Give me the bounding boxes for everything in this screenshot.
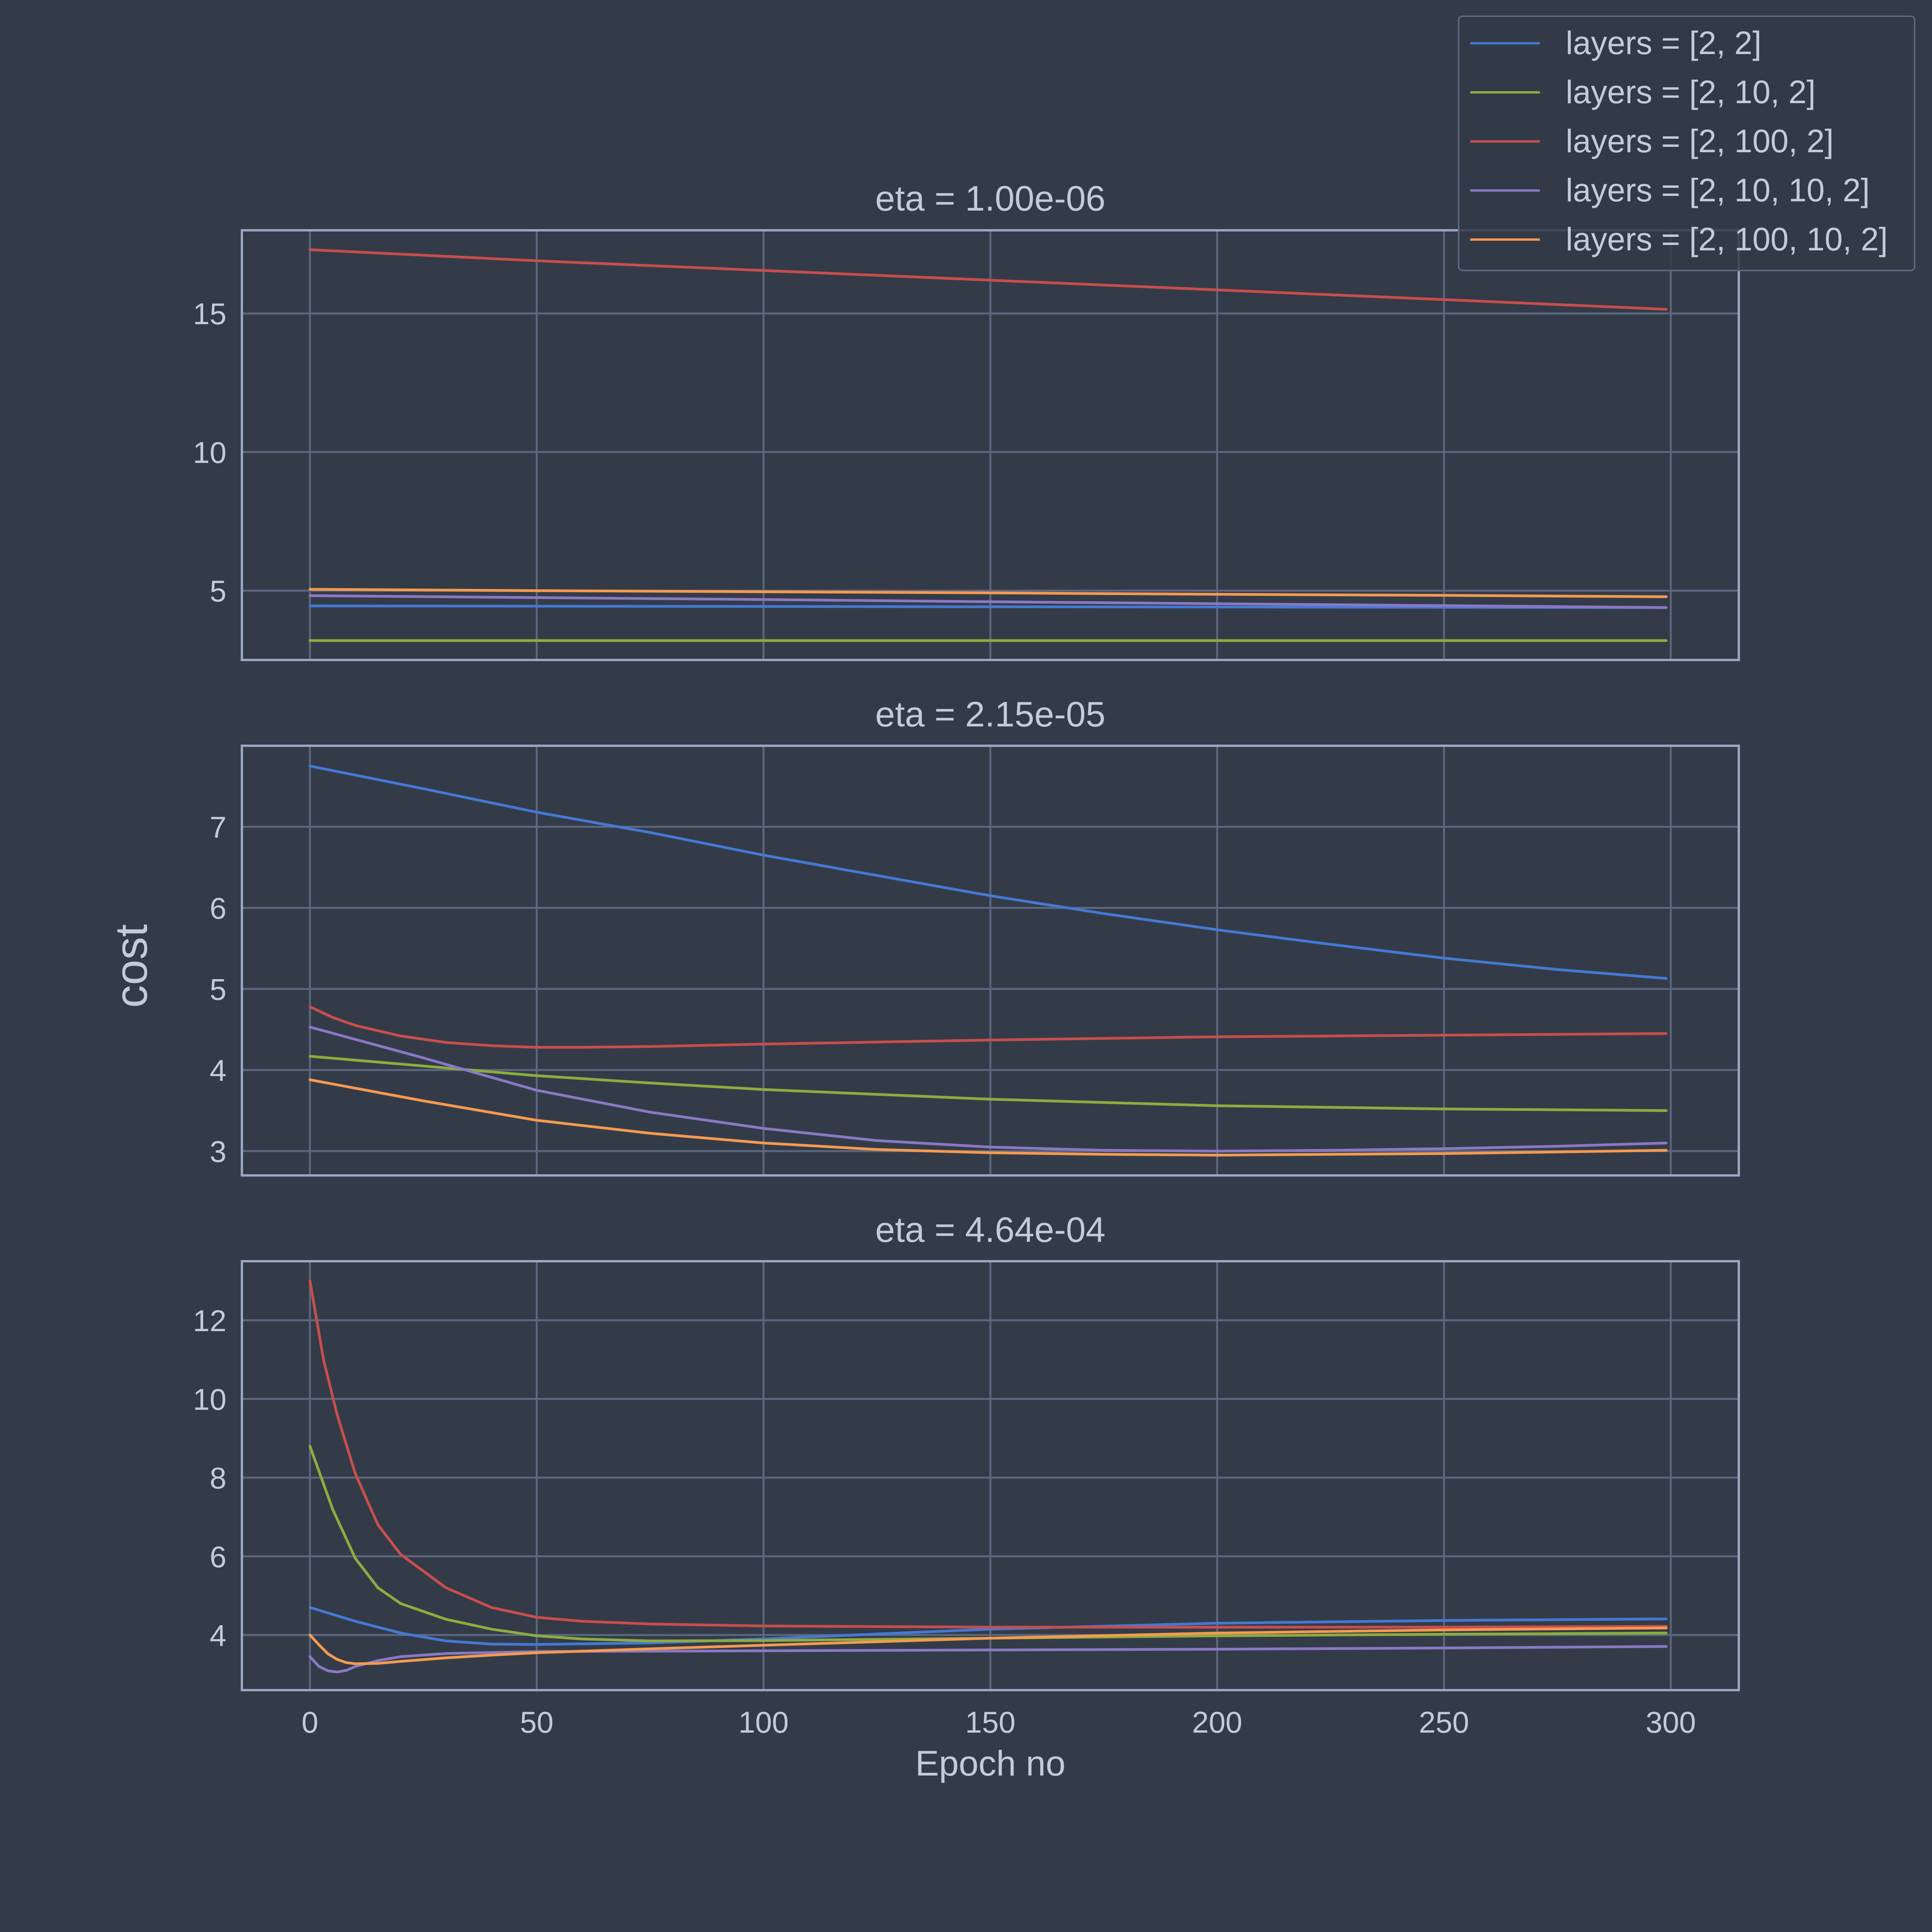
subplot-3-series-line-3: [308, 1279, 1668, 1629]
subplot-1-series: [308, 248, 1668, 642]
subplot-1-yticks: 5 10 15: [193, 297, 226, 608]
subplot-3-ytick-label: 8: [210, 1461, 226, 1495]
x-tick-label: 200: [1192, 1705, 1242, 1739]
legend-label-3: layers = [2, 100, 2]: [1566, 123, 1833, 159]
legend-entry-5: layers = [2, 100, 10, 2]: [1470, 221, 1888, 257]
subplot-1-ytick-label: 5: [210, 574, 226, 608]
subplot-eta-2.15e-05: 3 4 5 6 7 eta = 2.15e-05: [210, 695, 1740, 1177]
subplot-2-series-line-4: [308, 1026, 1668, 1153]
legend-label-2: layers = [2, 10, 2]: [1566, 74, 1816, 110]
x-tick-label: 250: [1419, 1705, 1469, 1739]
legend-label-5: layers = [2, 100, 10, 2]: [1566, 221, 1888, 257]
legend-entry-2: layers = [2, 10, 2]: [1470, 74, 1816, 110]
legend-entry-4: layers = [2, 10, 10, 2]: [1470, 172, 1870, 208]
legend-entry-3: layers = [2, 100, 2]: [1470, 123, 1833, 159]
subplot-2-ytick-label: 3: [210, 1134, 226, 1168]
legend-label-4: layers = [2, 10, 10, 2]: [1566, 172, 1870, 208]
subplot-3-ytick-label: 12: [193, 1304, 226, 1338]
subplot-2-title: eta = 2.15e-05: [875, 695, 1105, 734]
subplot-2-series-line-1: [308, 765, 1668, 980]
x-axis-label: Epoch no: [915, 1744, 1066, 1783]
subplot-3-ytick-label: 4: [210, 1618, 226, 1652]
subplot-3-series-line-1: [308, 1606, 1668, 1646]
subplot-1-ytick-label: 15: [193, 297, 226, 331]
subplot-3-ytick-label: 10: [193, 1382, 226, 1416]
x-tick-label: 100: [738, 1705, 789, 1739]
legend-entry-1: layers = [2, 2]: [1470, 25, 1762, 61]
subplot-1-frame: [241, 229, 1740, 661]
subplot-2-ytick-label: 5: [210, 972, 226, 1006]
subplot-2-series-line-5: [308, 1078, 1668, 1156]
subplot-3-grid: [242, 1261, 1739, 1690]
subplot-eta-4.64e-04: 4 6 8 10 12 0 50 100 150 200 250 300 eta = 4.64e-0…: [193, 1210, 1740, 1739]
x-tick-label: 50: [520, 1705, 554, 1739]
subplot-3-ytick-label: 6: [210, 1540, 226, 1574]
subplot-1-series-line-1: [308, 604, 1668, 609]
legend-label-1: layers = [2, 2]: [1566, 25, 1762, 61]
subplot-1-series-line-3: [308, 248, 1668, 311]
subplot-1-title: eta = 1.00e-06: [875, 179, 1105, 218]
subplot-2-series-line-3: [308, 1005, 1668, 1049]
subplot-1-series-line-5: [308, 588, 1668, 598]
x-tick-label: 0: [301, 1705, 318, 1739]
subplot-2-grid: [242, 746, 1739, 1175]
subplot-2-frame: [241, 745, 1740, 1177]
subplot-2-series-line-2: [308, 1055, 1668, 1112]
subplot-3-series-line-5: [308, 1626, 1668, 1665]
subplot-3-series: [308, 1279, 1668, 1673]
subplot-1-ytick-label: 10: [193, 435, 226, 469]
subplot-1-series-line-4: [308, 594, 1668, 609]
subplot-3-yticks: 4 6 8 10 12: [193, 1304, 226, 1653]
x-tick-label: 300: [1646, 1705, 1696, 1739]
subplot-3-frame: [241, 1260, 1740, 1691]
subplot-2-ytick-label: 7: [210, 810, 226, 844]
subplot-2-series: [308, 765, 1668, 1156]
subplot-2-ytick-label: 4: [210, 1053, 226, 1087]
subplot-3-series-line-4: [308, 1645, 1668, 1673]
subplot-eta-1e-06: 5 10 15 eta = 1.00e-06: [193, 179, 1740, 661]
subplot-3-xticks: 0 50 100 150 200 250 300: [301, 1705, 1696, 1739]
subplot-3-title: eta = 4.64e-04: [875, 1210, 1105, 1250]
y-axis-label: cost: [106, 924, 157, 1008]
subplot-2-ytick-label: 6: [210, 891, 226, 925]
subplot-3-series-line-2: [308, 1445, 1668, 1643]
subplot-2-yticks: 3 4 5 6 7: [210, 810, 226, 1168]
x-tick-label: 150: [965, 1705, 1015, 1739]
legend: layers = [2, 2] layers = [2, 10, 2] laye…: [1458, 15, 1915, 271]
legend-box: [1458, 15, 1915, 271]
